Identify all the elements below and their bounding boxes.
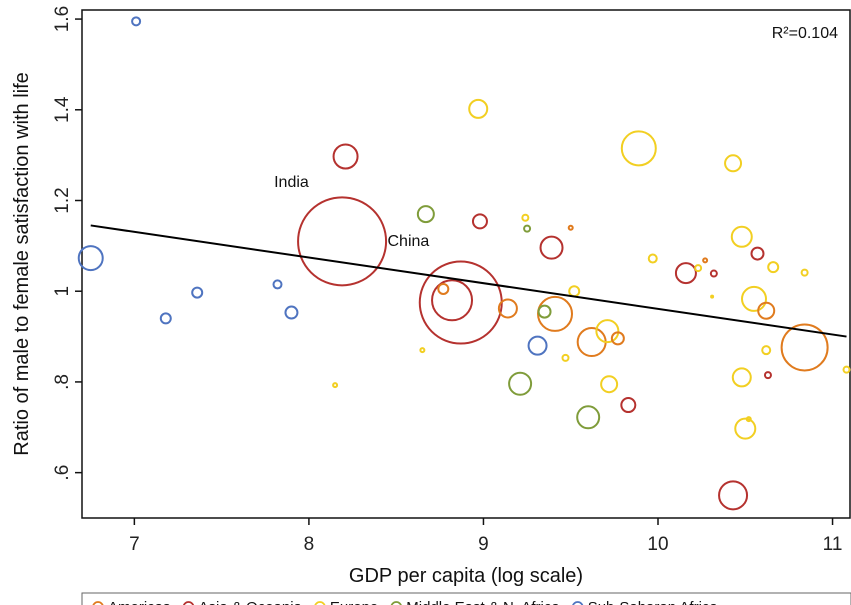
legend-label: Sub-Saharan Africa bbox=[588, 599, 719, 605]
legend-label: Europe bbox=[330, 599, 378, 605]
data-point bbox=[800, 268, 809, 277]
legend-label: Americas bbox=[108, 599, 171, 605]
data-point bbox=[674, 262, 697, 285]
legend-marker bbox=[182, 601, 195, 605]
legend-box bbox=[81, 592, 851, 605]
data-point bbox=[523, 224, 532, 233]
data-point bbox=[191, 286, 204, 299]
data-point bbox=[537, 304, 552, 319]
data-point bbox=[419, 347, 426, 354]
data-point bbox=[763, 371, 772, 380]
data-point bbox=[508, 371, 533, 396]
data-point bbox=[159, 312, 172, 325]
axes-layer: 7 8 9 10 11 .6 .8 1 1.2 1.4 1.6 bbox=[52, 6, 842, 555]
data-point bbox=[431, 279, 474, 322]
y-tick-label: .6 bbox=[52, 465, 73, 481]
data-point bbox=[741, 285, 767, 312]
legend-marker bbox=[390, 601, 402, 605]
series-layer bbox=[77, 16, 851, 511]
data-point bbox=[734, 417, 757, 440]
data-point bbox=[284, 305, 299, 320]
data-point bbox=[576, 327, 607, 358]
fit-line bbox=[90, 224, 847, 338]
y-axis-title: Ratio of male to female satisfaction wit… bbox=[11, 72, 33, 456]
data-point bbox=[497, 298, 518, 319]
legend-label: Asia & Oceania bbox=[199, 599, 303, 605]
data-point bbox=[527, 335, 548, 356]
data-point bbox=[745, 416, 752, 423]
legend-marker bbox=[92, 601, 104, 605]
data-point bbox=[539, 235, 564, 260]
y-tick-label: 1.4 bbox=[52, 96, 73, 123]
data-point bbox=[757, 301, 776, 320]
data-point bbox=[561, 353, 570, 362]
x-tick-label: 10 bbox=[647, 534, 668, 555]
annotation-layer: India China bbox=[274, 174, 429, 250]
legend: Americas Asia & Oceania Europe Middle East … bbox=[92, 599, 719, 605]
plot-frame bbox=[81, 9, 851, 519]
legend-label: Middle East & N. Africa bbox=[406, 599, 560, 605]
data-point bbox=[767, 261, 780, 274]
annotation-label: China bbox=[387, 233, 429, 250]
data-point bbox=[731, 367, 752, 388]
data-point bbox=[620, 130, 657, 167]
data-point bbox=[567, 224, 574, 231]
x-axis-title: GDP per capita (log scale) bbox=[349, 565, 583, 587]
data-point bbox=[718, 480, 749, 511]
data-point bbox=[709, 269, 718, 278]
data-point bbox=[521, 213, 530, 222]
data-point bbox=[471, 213, 488, 230]
x-tick-label: 11 bbox=[823, 534, 843, 555]
data-point bbox=[842, 365, 851, 374]
data-point bbox=[780, 323, 829, 372]
data-point bbox=[416, 205, 435, 224]
y-tick-label: 1 bbox=[52, 286, 73, 297]
data-point bbox=[131, 16, 142, 27]
x-tick-label: 7 bbox=[129, 534, 140, 555]
data-point bbox=[710, 294, 715, 299]
data-point bbox=[620, 397, 637, 414]
data-point bbox=[724, 154, 743, 173]
data-point bbox=[437, 282, 450, 295]
data-point bbox=[600, 375, 619, 394]
data-point bbox=[576, 405, 601, 430]
legend-marker bbox=[314, 601, 326, 605]
data-point bbox=[468, 98, 489, 119]
x-tick-label: 9 bbox=[478, 534, 489, 555]
data-point bbox=[568, 285, 581, 298]
x-tick-label: 8 bbox=[304, 534, 315, 555]
legend-marker bbox=[572, 601, 584, 605]
data-point bbox=[702, 257, 709, 264]
data-point bbox=[332, 382, 339, 389]
data-point bbox=[610, 331, 625, 346]
data-point bbox=[272, 279, 283, 290]
data-point bbox=[537, 295, 574, 332]
data-point bbox=[647, 253, 658, 264]
data-point bbox=[730, 225, 753, 248]
data-point bbox=[332, 143, 359, 170]
data-point bbox=[77, 245, 104, 272]
annotation-label: India bbox=[274, 174, 309, 191]
data-point bbox=[595, 319, 620, 344]
data-point bbox=[761, 345, 772, 356]
y-tick-label: .8 bbox=[52, 374, 73, 390]
data-point bbox=[750, 246, 765, 261]
r-squared-label: R²=0.104 bbox=[772, 25, 838, 42]
data-point bbox=[297, 196, 388, 287]
data-point bbox=[694, 264, 703, 273]
y-tick-label: 1.2 bbox=[52, 187, 73, 213]
y-tick-label: 1.6 bbox=[52, 6, 73, 32]
